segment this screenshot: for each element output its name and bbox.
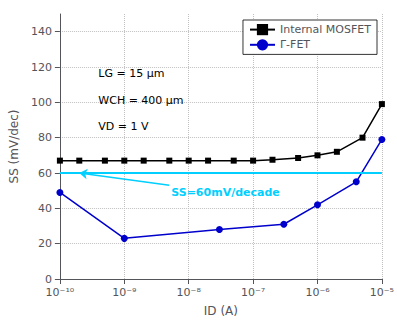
svg-text:60: 60 [38, 167, 52, 180]
svg-text:ID (A): ID (A) [204, 304, 238, 318]
svg-text:SS (mV/dec): SS (mV/dec) [7, 110, 21, 184]
svg-text:10⁻⁹: 10⁻⁹ [112, 286, 136, 299]
svg-text:140: 140 [31, 25, 52, 38]
svg-text:Internal MOSFET: Internal MOSFET [280, 23, 371, 36]
svg-text:10⁻⁷: 10⁻⁷ [241, 286, 265, 299]
svg-text:10⁻¹⁰: 10⁻¹⁰ [46, 286, 75, 299]
svg-text:80: 80 [38, 131, 52, 144]
svg-text:SS=60mV/decade: SS=60mV/decade [171, 186, 279, 199]
svg-text:10⁻⁸: 10⁻⁸ [177, 286, 202, 299]
svg-text:10⁻⁵: 10⁻⁵ [370, 286, 394, 299]
svg-text:VD = 1 V: VD = 1 V [98, 120, 149, 133]
svg-text:0: 0 [45, 273, 52, 286]
svg-text:40: 40 [38, 202, 52, 215]
svg-text:10⁻⁶: 10⁻⁶ [305, 286, 330, 299]
svg-text:LG = 15 μm: LG = 15 μm [98, 67, 164, 80]
svg-text:120: 120 [31, 61, 52, 74]
svg-text:20: 20 [38, 237, 52, 250]
svg-text:100: 100 [31, 96, 52, 109]
svg-text:Γ-FET: Γ-FET [280, 38, 310, 51]
svg-text:WCH = 400 μm: WCH = 400 μm [98, 94, 183, 107]
